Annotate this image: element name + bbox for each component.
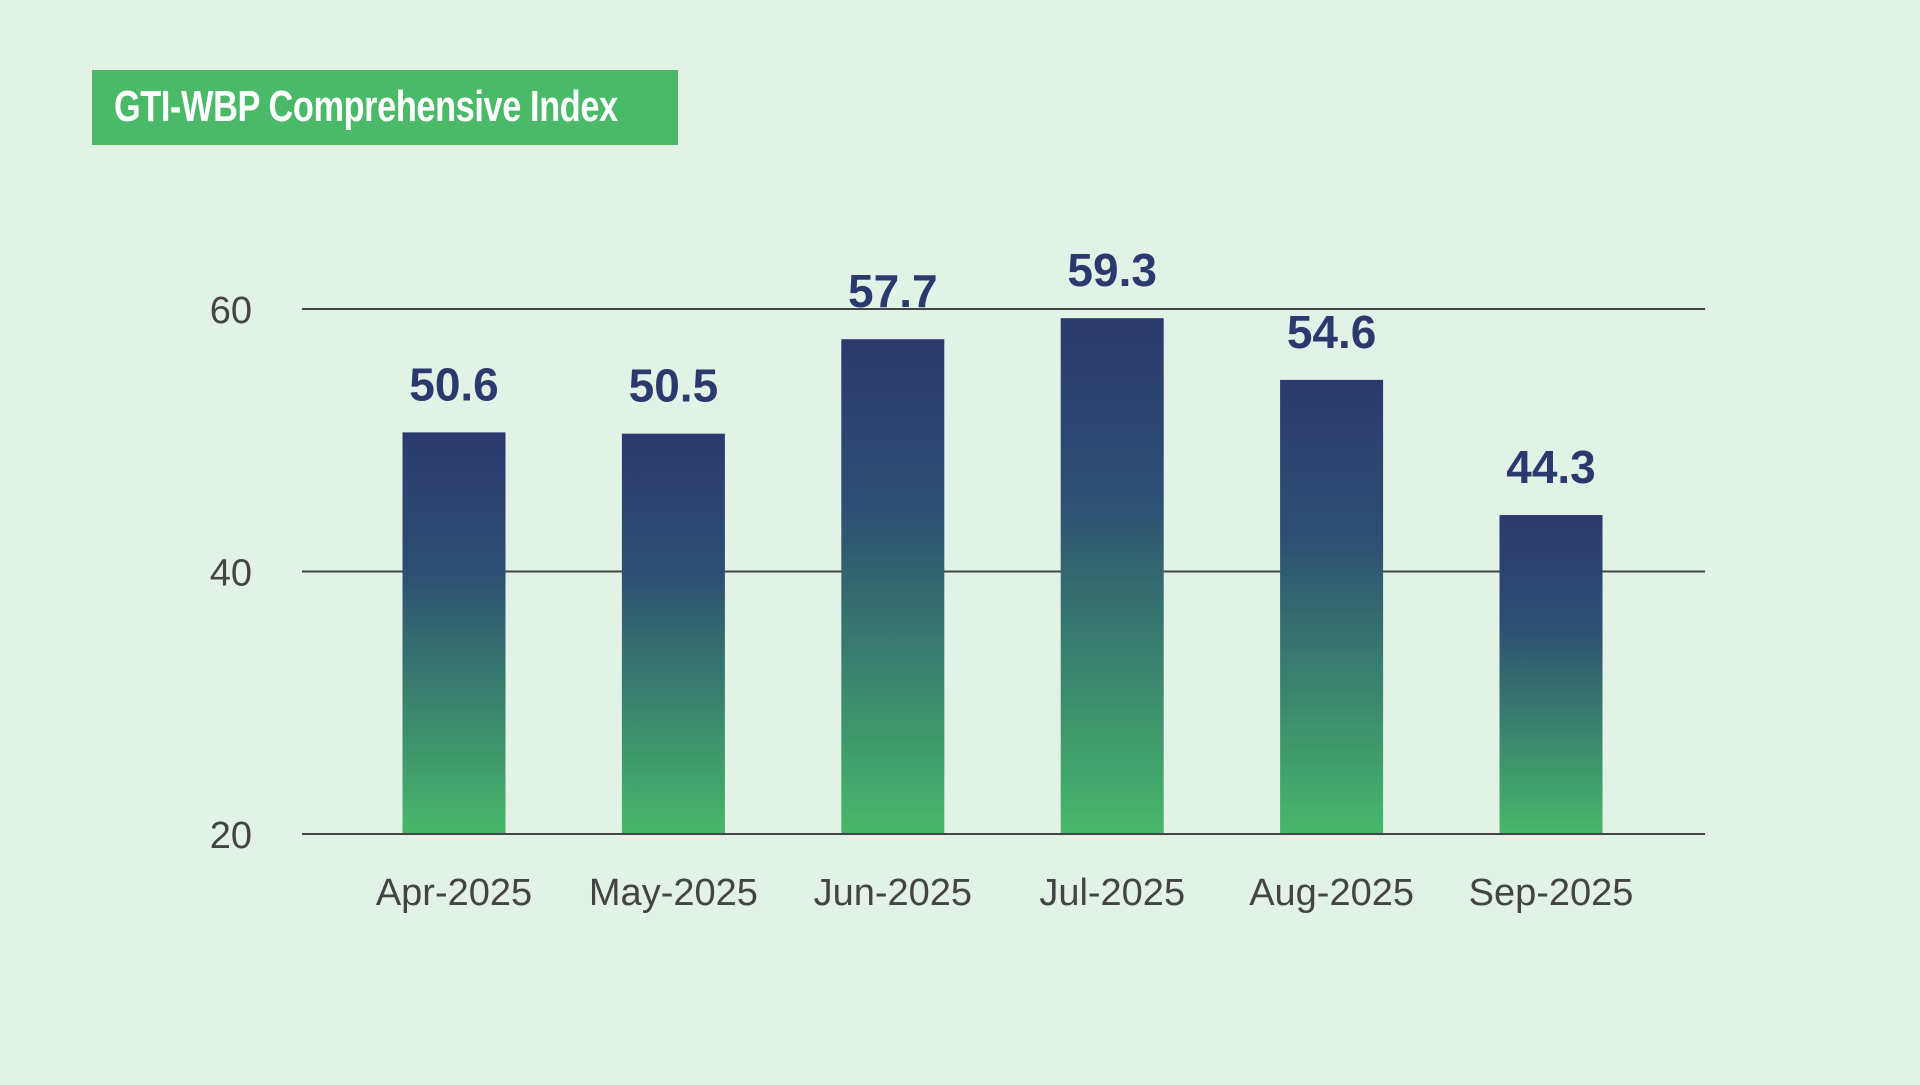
bar: [1060, 318, 1164, 834]
y-tick-label: 20: [210, 815, 252, 857]
x-tick-label: Sep-2025: [1469, 872, 1634, 914]
x-tick-label: May-2025: [589, 872, 758, 914]
data-label: 54.6: [1287, 306, 1377, 358]
data-label: 57.7: [848, 265, 938, 317]
x-tick-label: Aug-2025: [1249, 872, 1414, 914]
x-tick-label: Jul-2025: [1039, 872, 1185, 914]
bar: [1499, 515, 1603, 834]
data-label: 50.5: [629, 360, 719, 412]
data-label: 59.3: [1067, 244, 1157, 296]
bar: [621, 433, 725, 834]
bar: [402, 432, 506, 834]
x-tick-label: Apr-2025: [376, 872, 532, 914]
x-tick-label: Jun-2025: [814, 872, 972, 914]
bar: [1280, 379, 1384, 834]
data-label: 44.3: [1506, 441, 1596, 493]
chart-title-box: GTI-WBP Comprehensive Index: [92, 70, 678, 145]
chart-title: GTI-WBP Comprehensive Index: [114, 82, 618, 131]
y-tick-label: 40: [210, 553, 252, 595]
y-tick-label: 60: [210, 290, 252, 332]
data-label: 50.6: [409, 358, 499, 410]
bar: [841, 339, 945, 834]
